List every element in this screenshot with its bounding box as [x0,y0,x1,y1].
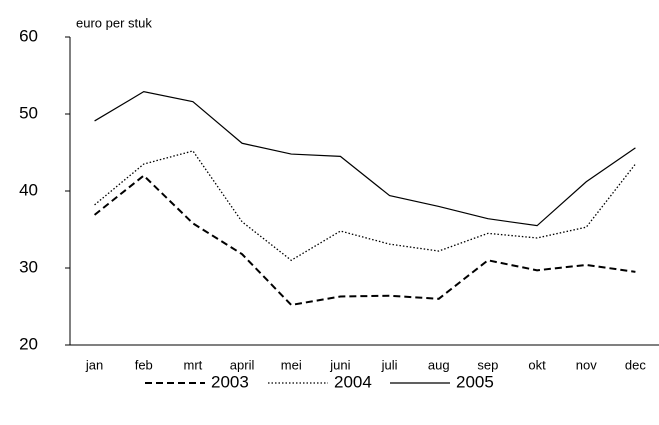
legend-label: 2004 [334,372,372,391]
y-tick-label: 20 [19,334,38,353]
y-tick-label: 50 [19,103,38,122]
y-tick-label: 40 [19,180,38,199]
x-tick-label: april [230,357,255,372]
x-tick-label: dec [625,357,646,372]
legend-label: 2005 [456,372,494,391]
x-tick-label: okt [528,357,546,372]
line-series [93,174,636,307]
y-tick-label: 60 [19,26,38,45]
x-tick-label: sep [477,357,498,372]
y-tick-label: 30 [19,257,38,276]
legend-label: 2003 [211,372,249,391]
y-axis-label: euro per stuk [76,15,152,30]
line-series [94,150,636,262]
x-tick-label: jan [85,357,103,372]
line-series [94,91,636,227]
x-tick-label: juni [329,357,350,372]
x-tick-label: mrt [184,357,203,372]
x-tick-label: nov [576,357,597,372]
x-tick-label: aug [428,357,450,372]
x-tick-label: feb [135,357,153,372]
x-tick-label: mei [281,357,302,372]
x-tick-label: juli [381,357,398,372]
